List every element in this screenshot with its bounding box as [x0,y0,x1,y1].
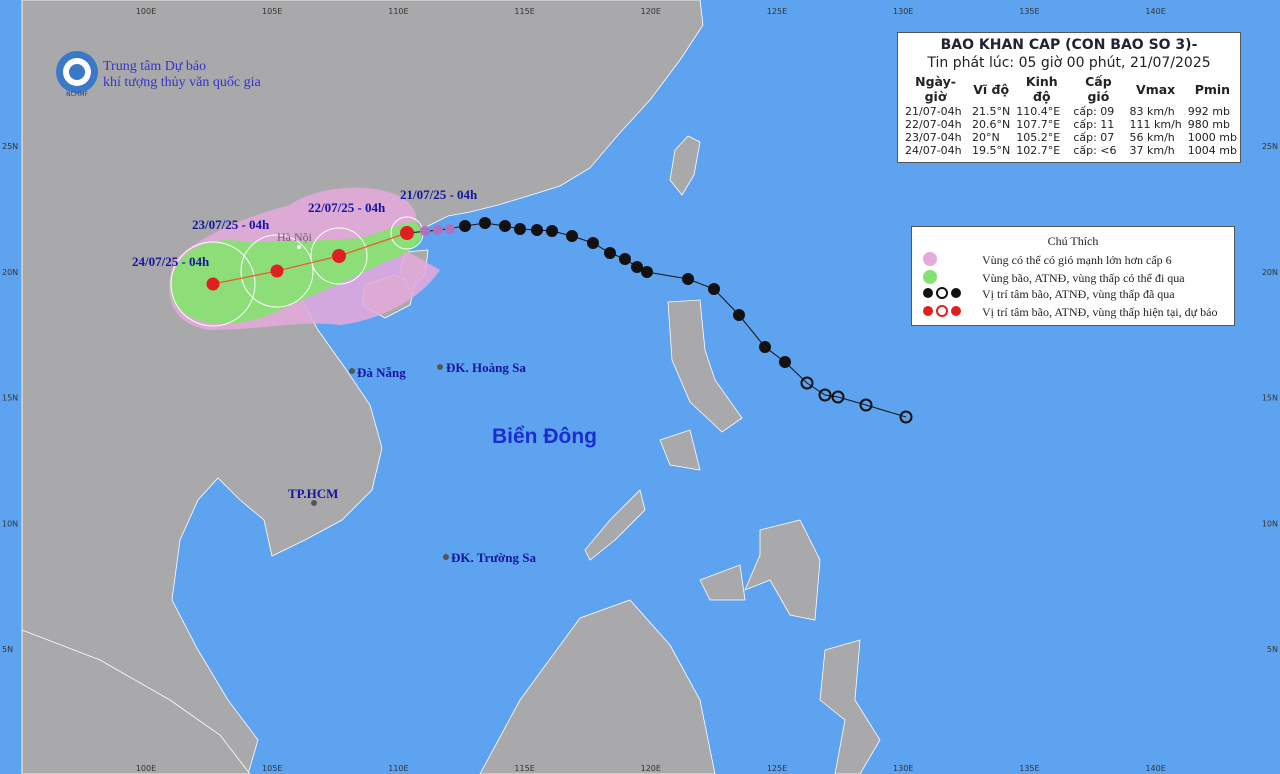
table-cell: 105.2°E [1016,131,1061,144]
lon-label: 110E [388,7,408,16]
column-header: Kinh độ [1025,74,1058,104]
place-dots [311,364,449,560]
track-label: 24/07/25 - 04h [132,254,210,269]
place-label: Đà Nẵng [357,365,406,380]
lat-label: 10N [2,519,18,528]
city-label: Hà Nội [277,230,313,244]
forecast-points [206,226,414,291]
lon-label: 115E [514,7,534,16]
place-label: ĐK. Hoàng Sa [446,360,526,375]
lat-label: 25N [1262,142,1278,151]
bulletin-title: BAO KHAN CAP (CON BAO SO 3)- [940,37,1198,53]
lon-label: 130E [893,764,913,773]
lon-label: 135E [1019,7,1039,16]
table-cell: 22/07-04h [905,118,962,131]
legend-item: Vị trí tâm bão, ATNĐ, vùng thấp hiện tại… [982,305,1218,319]
lon-label: 110E [388,764,408,773]
lon-label: 120E [641,764,661,773]
lon-label: 125E [767,7,787,16]
lat-label: 20N [2,268,18,277]
lon-label: 105E [262,7,282,16]
place-label: ĐK. Trường Sa [451,550,536,565]
lat-label: 5N [2,645,13,654]
legend-icons [923,252,961,317]
column-header: Cấp gió [1085,74,1112,104]
lon-label: 140E [1145,7,1165,16]
city-dots [297,245,301,249]
table-row: 22/07-04h 20.6°N 107.7°E cấp: 11 111 km/h 980… [902,118,1240,131]
table-cell: 56 km/h [1129,131,1175,144]
table-cell: 21.5°N [972,105,1011,118]
logo-abbr: NCHMF [66,91,88,98]
past-storm-points [459,217,791,368]
lon-label: 115E [514,764,534,773]
lat-label: 15N [2,394,18,403]
forecast-table: Ngày-giờ Vĩ độ Kinh độ Cấp gió Vmax Pmin 21/07… [902,73,1240,157]
lon-label: 125E [767,764,787,773]
table-row: 21/07-04h 21.5°N 110.4°E cấp: 09 83 km/h 992 … [902,105,1240,118]
lon-label: 130E [893,7,913,16]
lat-label: 5N [1267,645,1278,654]
column-header: Vmax [1136,81,1176,97]
table-cell: 20°N [972,131,1000,144]
lon-label: 100E [136,764,156,773]
sea-label: Biển Đông [492,425,597,448]
lon-label: 105E [262,764,282,773]
bulletin-subtitle: Tin phát lúc: 05 giờ 00 phút, 21/07/2025 [927,55,1211,71]
table-cell: cấp: 11 [1073,118,1115,131]
forecast-track [212,232,408,285]
table-cell: 1000 mb [1187,131,1237,144]
past-depression-points [800,376,913,424]
lon-label: 135E [1019,764,1039,773]
lat-label: 25N [2,142,18,151]
org-name: khí tượng thủy văn quốc gia [103,75,261,90]
table-cell: 102.7°E [1016,144,1061,157]
logo: NCHMF Trung tâm Dự báo khí tượng thủy vă… [56,51,261,98]
lon-label: 140E [1145,764,1165,773]
lat-label: 20N [1262,268,1278,277]
lat-label: 15N [1262,394,1278,403]
table-cell: 107.7°E [1016,118,1061,131]
org-name: Trung tâm Dự báo [103,59,206,74]
table-cell: 992 mb [1187,105,1230,118]
forecast-circles [170,216,424,327]
land [21,0,881,774]
place-label: TP.HCM [288,486,338,501]
table-row: 24/07-04h 19.5°N 102.7°E cấp: <6 37 km/h 1004… [902,144,1240,157]
table-cell: 23/07-04h [905,131,962,144]
lat-label: 10N [1262,519,1278,528]
past-dots [420,224,455,236]
track-label: 22/07/25 - 04h [308,200,386,215]
table-cell: cấp: <6 [1073,144,1117,157]
table-cell: 20.6°N [972,118,1011,131]
table-cell: 980 mb [1187,118,1230,131]
table-cell: 37 km/h [1129,144,1175,157]
table-cell: 19.5°N [972,144,1011,157]
track-label: 23/07/25 - 04h [192,217,270,232]
bulletin-panel: BAO KHAN CAP (CON BAO SO 3)- Tin phát lú… [897,32,1241,163]
lon-label: 120E [641,7,661,16]
table-row: 23/07-04h 20°N 105.2°E cấp: 07 56 km/h 1000 m… [902,131,1240,144]
table-cell: 1004 mb [1187,144,1237,157]
table-cell: 111 km/h [1129,118,1182,131]
table-cell: 21/07-04h [905,105,962,118]
column-header: Vĩ độ [973,81,1010,97]
legend-title: Chú Thích [1047,234,1099,248]
legend-item: Vùng bão, ATNĐ, vùng thấp có thể đi qua [982,271,1185,285]
table-cell: 24/07-04h [905,144,962,157]
legend-item: Vùng có thể có gió mạnh lớn hơn cấp 6 [982,253,1172,267]
lon-label: 100E [136,7,156,16]
legend-item: Vị trí tâm bão, ATNĐ, vùng thấp đã qua [982,287,1175,301]
track-label: 21/07/25 - 04h [400,187,478,202]
table-cell: 110.4°E [1016,105,1061,118]
legend: Chú Thích Vùng có thể có gió mạnh lớn hơ… [911,226,1235,326]
table-cell: cấp: 09 [1073,105,1115,118]
table-cell: cấp: 07 [1073,131,1115,144]
column-header: Pmin [1194,81,1231,97]
table-cell: 83 km/h [1129,105,1175,118]
column-header: Ngày-giờ [915,74,956,104]
